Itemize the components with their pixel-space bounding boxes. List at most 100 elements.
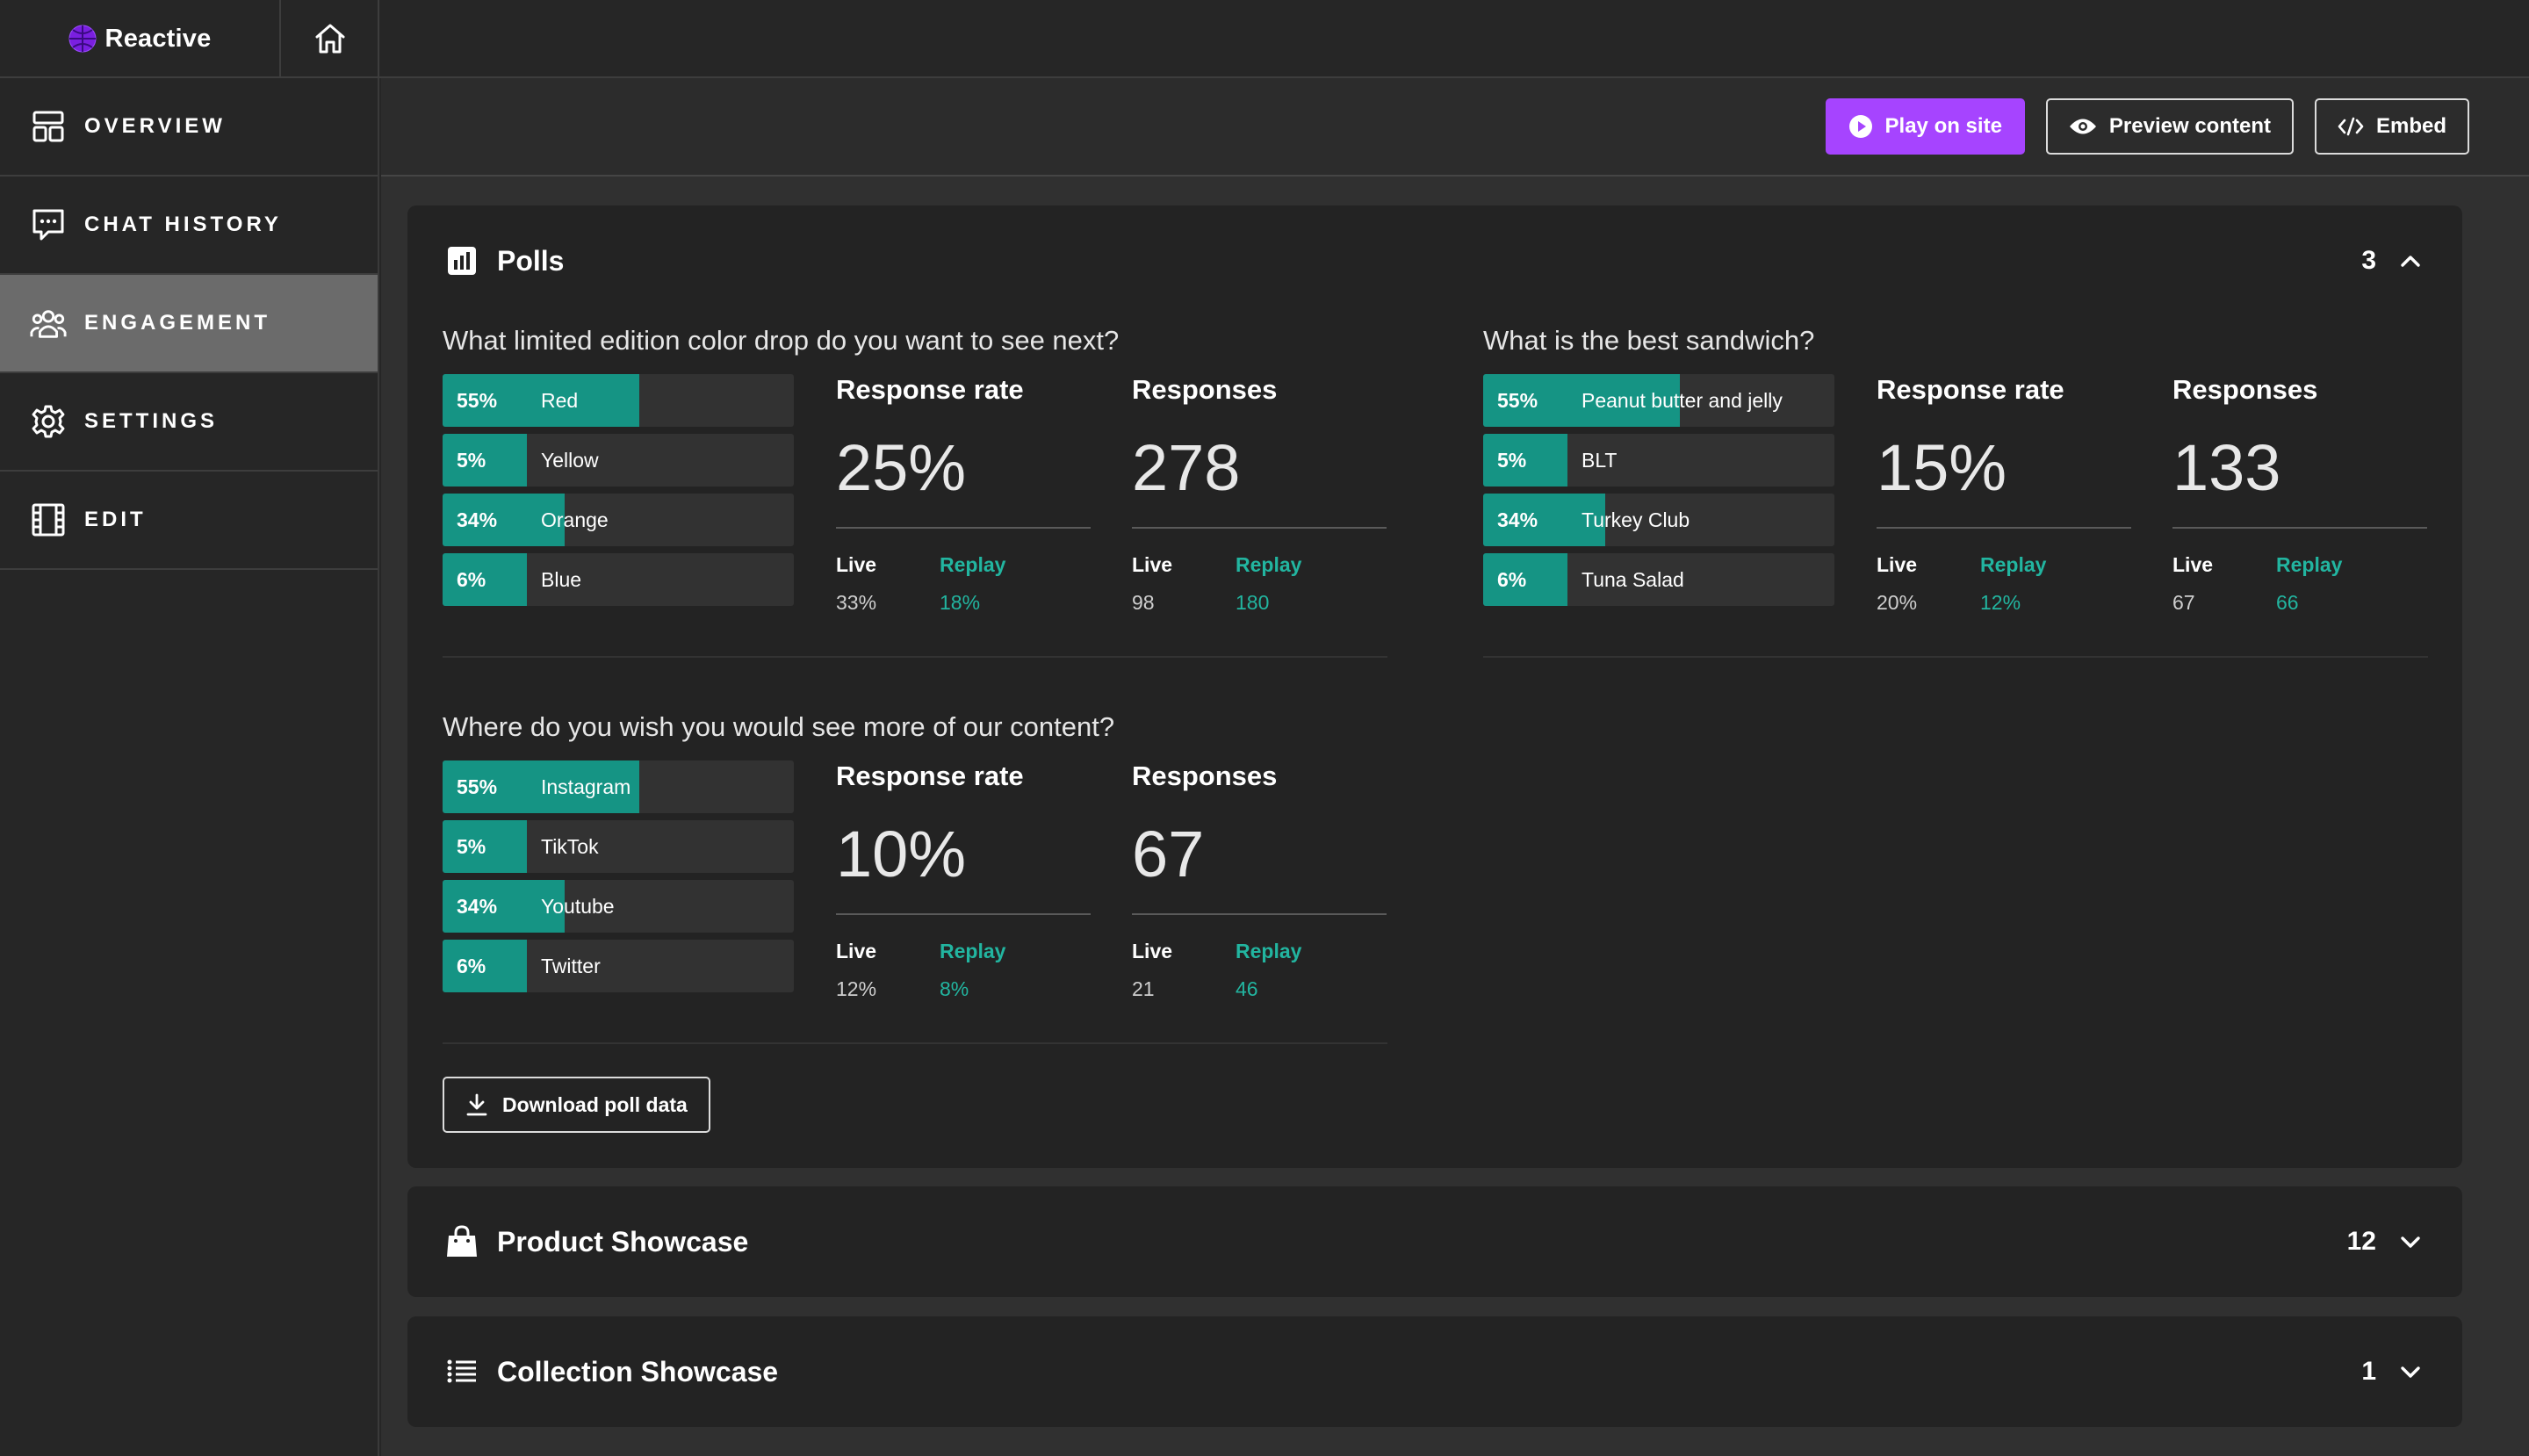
play-icon	[1848, 115, 1872, 138]
poll-option-percent: 55%	[457, 389, 498, 412]
poll-option-percent: 55%	[457, 775, 498, 798]
poll-block: What limited edition color drop do you w…	[443, 325, 1387, 658]
collection-showcase-count: 1	[2361, 1357, 2376, 1386]
poll-option-label: Turkey Club	[1582, 508, 1690, 531]
stat-heading: Response rate	[836, 374, 1024, 405]
collection-showcase-title: Collection Showcase	[497, 1355, 779, 1388]
poll-option: 6% Blue	[443, 553, 794, 606]
poll-option-label: Twitter	[541, 955, 601, 977]
poll-option: 55% Instagram	[443, 760, 794, 813]
poll-option: 6% Twitter	[443, 940, 794, 992]
poll-option-label: TikTok	[541, 835, 599, 858]
play-on-site-button[interactable]: Play on site	[1825, 98, 2025, 155]
poll-option-bar	[1483, 374, 1680, 427]
polls-card: Polls 3 What limited edition color drop …	[407, 205, 2462, 1168]
brand[interactable]: Reactive	[0, 0, 281, 77]
stat-heading: Responses	[2172, 374, 2318, 405]
polls-card-header[interactable]: Polls 3	[407, 205, 2462, 316]
chat-icon	[30, 206, 67, 243]
stat-replay: Replay 8%	[940, 940, 1006, 1000]
poll-option-label: BLT	[1582, 449, 1618, 472]
stat-replay: Replay 66	[2276, 553, 2343, 614]
chevron-down-icon[interactable]	[2397, 1359, 2424, 1385]
download-poll-data-label: Download poll data	[502, 1092, 688, 1116]
poll-option: 5% BLT	[1483, 434, 1834, 487]
product-showcase-card: Product Showcase 12	[407, 1186, 2462, 1297]
film-icon	[30, 501, 67, 538]
poll-option-label: Yellow	[541, 449, 599, 472]
sidebar-item-label: ENGAGEMENT	[84, 311, 271, 335]
chevron-down-icon[interactable]	[2397, 1229, 2424, 1255]
stat-heading: Responses	[1132, 760, 1278, 791]
stat-live: Live 67	[2172, 553, 2214, 614]
sidebar-item-settings[interactable]: SETTINGS	[0, 373, 378, 472]
top-bar: Reactive	[0, 0, 2529, 78]
stat-value: 10%	[836, 818, 967, 890]
sidebar-item-label: CHAT HISTORY	[84, 213, 282, 236]
stat-replay: Replay 18%	[940, 553, 1006, 614]
layout-icon	[30, 108, 67, 145]
poll-option-percent: 55%	[1497, 389, 1538, 412]
divider	[1132, 527, 1387, 529]
divider	[2172, 527, 2427, 529]
poll-option-bar	[443, 374, 639, 427]
response-rate-stat: Response rate 10% Live 12% Replay 8%	[836, 760, 1091, 1001]
action-bar: Play on site Preview content Embed	[381, 78, 2529, 177]
sidebar-item-label: SETTINGS	[84, 409, 219, 433]
stat-replay: Replay 180	[1236, 553, 1302, 614]
poll-option-bar	[443, 434, 527, 487]
list-icon	[447, 1359, 476, 1383]
poll-option-percent: 6%	[457, 568, 486, 591]
poll-chart-icon	[448, 247, 476, 275]
sidebar-item-engagement[interactable]: ENGAGEMENT	[0, 275, 378, 373]
stat-live: Live 20%	[1877, 553, 1918, 614]
shopping-bag-icon	[447, 1225, 477, 1257]
poll-option-bar	[443, 820, 527, 873]
stat-heading: Responses	[1132, 374, 1278, 405]
preview-content-button[interactable]: Preview content	[2045, 98, 2294, 155]
main-content: Play on site Preview content Embed Polls…	[381, 78, 2529, 1456]
download-poll-data-button[interactable]: Download poll data	[443, 1077, 710, 1133]
stat-live: Live 98	[1132, 553, 1173, 614]
sidebar-item-chat-history[interactable]: CHAT HISTORY	[0, 177, 378, 275]
product-showcase-count: 12	[2346, 1227, 2376, 1256]
product-showcase-header[interactable]: Product Showcase 12	[407, 1186, 2462, 1297]
embed-button[interactable]: Embed	[2314, 98, 2469, 155]
sidebar-item-label: EDIT	[84, 508, 147, 531]
divider	[1877, 527, 2131, 529]
stat-heading: Response rate	[1877, 374, 2064, 405]
polls-count: 3	[2361, 246, 2376, 275]
download-icon	[466, 1093, 487, 1116]
poll-option: 34% Turkey Club	[1483, 494, 1834, 546]
poll-block: Where do you wish you would see more of …	[443, 711, 1387, 1044]
divider	[836, 527, 1091, 529]
chevron-up-icon[interactable]	[2397, 248, 2424, 274]
home-icon	[315, 24, 345, 54]
sidebar: OVERVIEW CHAT HISTORY ENGAGEMENT SETTING…	[0, 78, 379, 1456]
stat-replay: Replay 12%	[1980, 553, 2047, 614]
people-icon	[30, 305, 67, 342]
sidebar-item-edit[interactable]: EDIT	[0, 472, 378, 570]
poll-block: What is the best sandwich? 55% Peanut but…	[1483, 325, 2428, 658]
poll-option-bar	[443, 760, 639, 813]
stat-value: 133	[2172, 431, 2281, 504]
poll-option-bar	[443, 880, 565, 933]
divider	[1132, 913, 1387, 915]
poll-option-percent: 34%	[1497, 508, 1538, 531]
collection-showcase-header[interactable]: Collection Showcase 1	[407, 1316, 2462, 1427]
divider	[443, 656, 1387, 658]
poll-question: What is the best sandwich?	[1483, 325, 1815, 356]
embed-label: Embed	[2375, 114, 2446, 138]
responses-stat: Responses 133 Live 67 Replay 66	[2172, 374, 2427, 615]
stat-value: 15%	[1877, 431, 2007, 504]
home-button[interactable]	[283, 0, 379, 77]
divider	[1483, 656, 2428, 658]
poll-option-label: Youtube	[541, 895, 615, 918]
sidebar-item-label: OVERVIEW	[84, 114, 226, 138]
responses-stat: Responses 67 Live 21 Replay 46	[1132, 760, 1387, 1001]
stat-live: Live 33%	[836, 553, 877, 614]
sidebar-item-overview[interactable]: OVERVIEW	[0, 78, 378, 177]
responses-stat: Responses 278 Live 98 Replay 180	[1132, 374, 1387, 615]
divider	[836, 913, 1091, 915]
poll-option: 5% TikTok	[443, 820, 794, 873]
